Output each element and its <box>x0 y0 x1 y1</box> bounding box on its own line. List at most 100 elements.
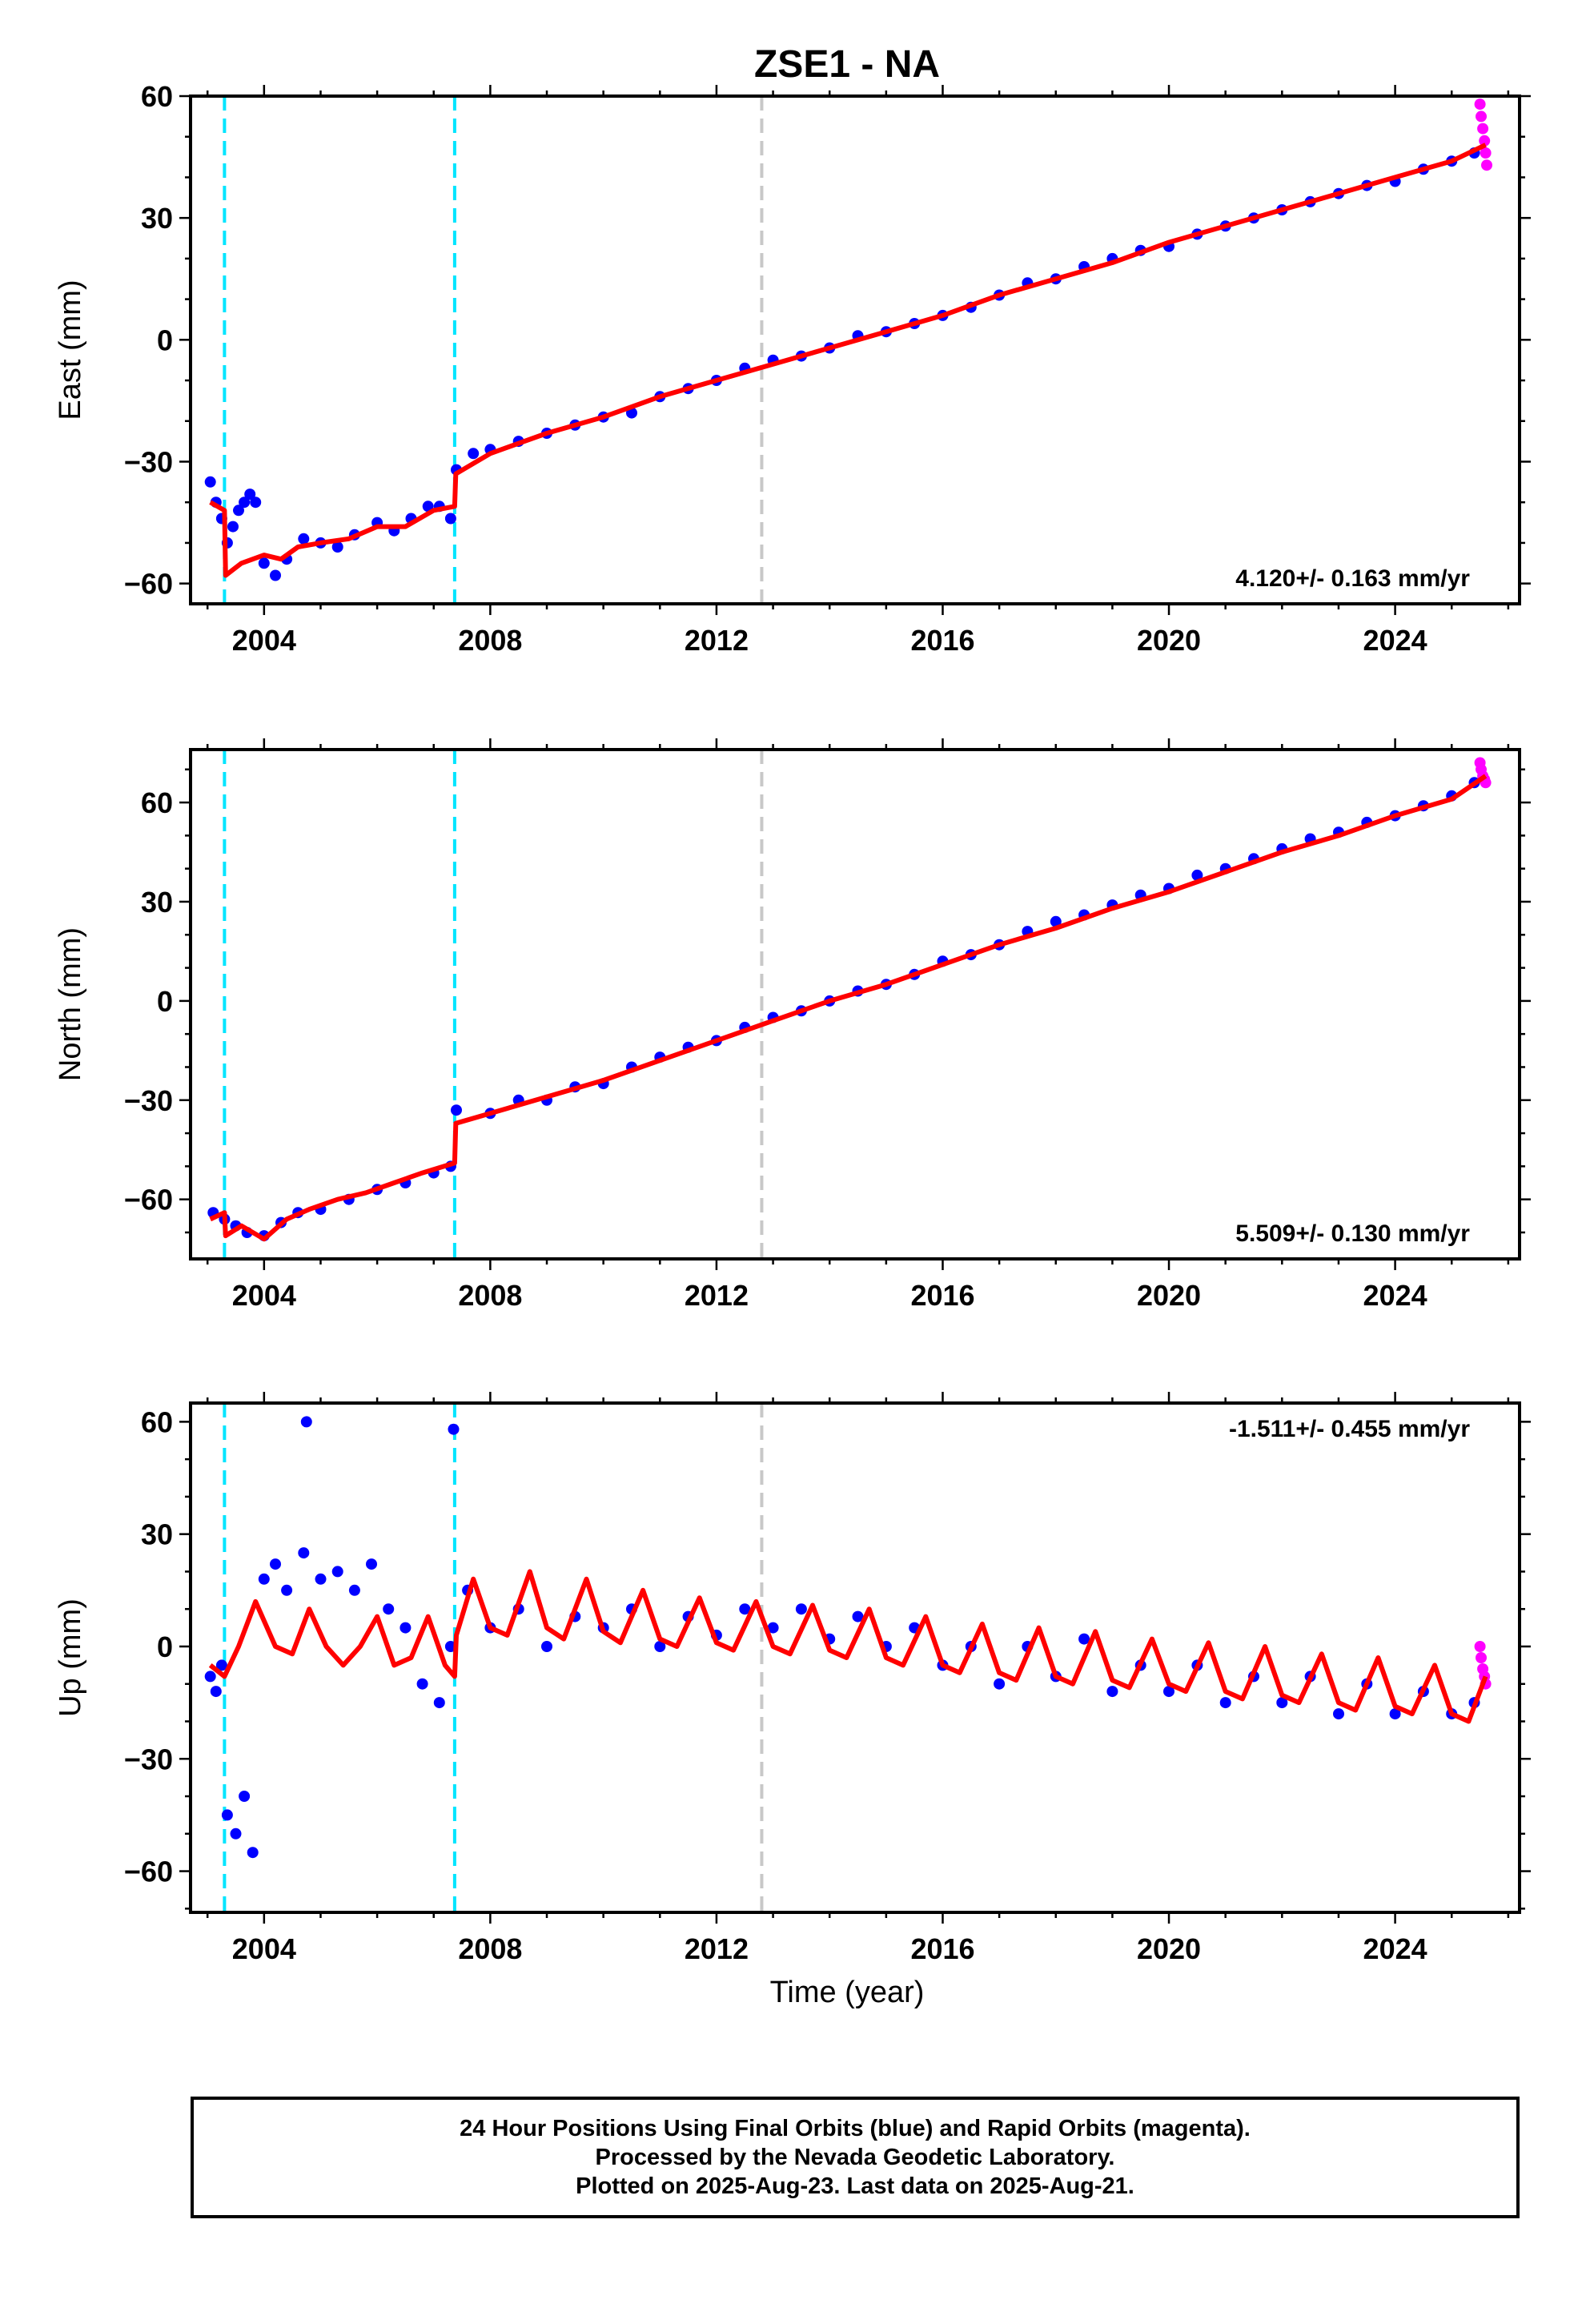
up-final-orbits-point-33 <box>739 1603 751 1615</box>
north-y-tick-label: 30 <box>141 886 173 919</box>
north-final-orbits-point-14 <box>451 1104 462 1116</box>
footer-line-processor: Processed by the Nevada Geodetic Laborat… <box>595 2145 1115 2170</box>
north-x-tick-label: 2016 <box>910 1279 974 1312</box>
east-x-tick-label: 2024 <box>1363 624 1427 657</box>
east-model-line <box>209 143 1487 578</box>
east-rapid-orbits-points <box>1474 99 1492 171</box>
up-final-orbits-point-52 <box>1276 1697 1288 1709</box>
north-velocity-label: 5.509+/- 0.130 mm/yr <box>1235 1220 1470 1247</box>
up-final-orbits-point-18 <box>400 1622 412 1634</box>
north-y-tick-label: 0 <box>157 985 173 1018</box>
north-x-tick-label: 2008 <box>458 1279 522 1312</box>
up-rapid-orbits-point-2 <box>1476 1652 1487 1663</box>
east-final-orbits-point-13 <box>298 533 310 545</box>
up-final-orbits-point-11 <box>298 1547 310 1559</box>
north-model-line <box>209 774 1488 1242</box>
east-rapid-orbits-point-3 <box>1477 123 1489 135</box>
up-final-orbits-point-26 <box>541 1641 552 1652</box>
up-x-tick-label: 2012 <box>685 1932 749 1965</box>
up-final-orbits-point-10 <box>281 1584 293 1596</box>
up-final-orbits-point-12 <box>300 1416 312 1428</box>
east-plot-frame <box>189 94 1521 605</box>
north-final-orbits-points <box>207 777 1480 1242</box>
up-final-orbits-point-1 <box>204 1671 216 1683</box>
up-final-orbits-point-13 <box>315 1573 327 1585</box>
up-plot-frame <box>189 1401 1521 1914</box>
up-model-line <box>208 1569 1488 1724</box>
up-final-orbits-point-48 <box>1163 1686 1174 1698</box>
north-x-tick-label: 2020 <box>1137 1279 1201 1312</box>
east-rapid-orbits-point-1 <box>1474 99 1486 111</box>
up-final-orbits-point-7 <box>247 1847 259 1859</box>
up-final-orbits-point-15 <box>348 1584 360 1596</box>
east-final-orbits-point-10 <box>258 557 270 569</box>
up-x-tick-label: 2004 <box>232 1932 296 1965</box>
up-final-orbits-point-54 <box>1333 1708 1344 1720</box>
up-final-orbits-point-37 <box>852 1610 864 1622</box>
up-final-orbits-point-2 <box>210 1686 222 1698</box>
north-y-tick-label: 60 <box>141 786 173 819</box>
up-rapid-orbits-point-1 <box>1474 1641 1486 1652</box>
up-y-tick-label: −60 <box>124 1856 173 1888</box>
east-x-tick-label: 2012 <box>685 624 749 657</box>
up-final-orbits-point-50 <box>1219 1697 1231 1709</box>
up-y-axis-label: Up (mm) <box>54 1598 87 1717</box>
footer-line-dates: Plotted on 2025-Aug-23. Last data on 202… <box>576 2173 1134 2199</box>
up-final-orbits-point-20 <box>433 1697 445 1709</box>
east-velocity-label: 4.120+/- 0.163 mm/yr <box>1235 565 1470 592</box>
north-y-axis-label: North (mm) <box>54 927 87 1081</box>
up-y-tick-label: 60 <box>141 1405 173 1438</box>
east-final-orbits-point-8 <box>244 489 256 501</box>
east-x-tick-label: 2004 <box>232 624 296 657</box>
north-final-orbits-point-40 <box>1191 869 1203 881</box>
up-y-tick-label: 0 <box>157 1630 173 1663</box>
up-x-tick-label: 2016 <box>910 1932 974 1965</box>
east-y-tick-label: 0 <box>157 324 173 356</box>
up-final-orbits-point-30 <box>654 1641 666 1652</box>
up-final-orbits-point-19 <box>416 1678 428 1690</box>
up-final-orbits-point-22 <box>448 1423 460 1435</box>
north-x-tick-label: 2024 <box>1363 1279 1427 1312</box>
east-y-tick-label: −30 <box>124 445 173 478</box>
x-axis-label: Time (year) <box>770 1976 925 2009</box>
east-y-axis-label: East (mm) <box>54 279 87 420</box>
north-x-tick-label: 2004 <box>232 1279 296 1312</box>
up-x-tick-label: 2020 <box>1137 1932 1201 1965</box>
east-panel: −60 −30 0 30 60 2004 2008 2012 2016 2020 2024 East … <box>54 80 1531 657</box>
figure-title: ZSE1 - NA <box>754 43 940 86</box>
east-x-tick-label: 2020 <box>1137 624 1201 657</box>
up-final-orbits-point-34 <box>767 1622 779 1634</box>
north-final-orbits-point-35 <box>1050 915 1062 927</box>
up-velocity-label: -1.511+/- 0.455 mm/yr <box>1229 1416 1470 1442</box>
north-plot-area <box>207 750 1492 1259</box>
up-final-orbits-point-16 <box>366 1558 377 1570</box>
up-final-orbits-point-46 <box>1106 1686 1118 1698</box>
up-final-orbits-points <box>204 1416 1480 1859</box>
up-final-orbits-point-6 <box>239 1791 251 1802</box>
north-y-tick-label: −30 <box>124 1084 173 1117</box>
up-final-orbits-point-35 <box>795 1603 807 1615</box>
up-final-orbits-point-14 <box>331 1566 343 1578</box>
up-y-tick-label: 30 <box>141 1518 173 1551</box>
up-panel: −60 −30 0 30 60 2004 2008 2012 2016 2020 2024 Up (m… <box>54 1392 1531 1965</box>
up-final-orbits-point-8 <box>258 1573 270 1585</box>
east-final-orbits-point-1 <box>204 476 216 488</box>
up-final-orbits-point-17 <box>383 1603 395 1615</box>
east-final-orbits-point-5 <box>227 521 239 533</box>
north-plot-frame <box>189 748 1521 1261</box>
north-x-tick-label: 2012 <box>685 1279 749 1312</box>
east-final-orbits-point-6 <box>233 505 244 517</box>
east-y-tick-label: 60 <box>141 80 173 113</box>
up-plot-area <box>204 1403 1492 1912</box>
east-y-tick-label: 30 <box>141 202 173 235</box>
east-final-orbits-point-9 <box>250 497 262 509</box>
up-x-tick-label: 2024 <box>1363 1932 1427 1965</box>
east-rapid-orbits-point-5 <box>1480 147 1492 159</box>
processing-info-box: 24 Hour Positions Using Final Orbits (bl… <box>191 2097 1520 2218</box>
footer-line-orbits: 24 Hour Positions Using Final Orbits (bl… <box>460 2116 1251 2141</box>
up-final-orbits-point-45 <box>1078 1633 1090 1645</box>
east-rapid-orbits-point-4 <box>1479 135 1491 147</box>
up-y-tick-label: −30 <box>124 1743 173 1775</box>
up-final-orbits-point-5 <box>230 1827 242 1839</box>
